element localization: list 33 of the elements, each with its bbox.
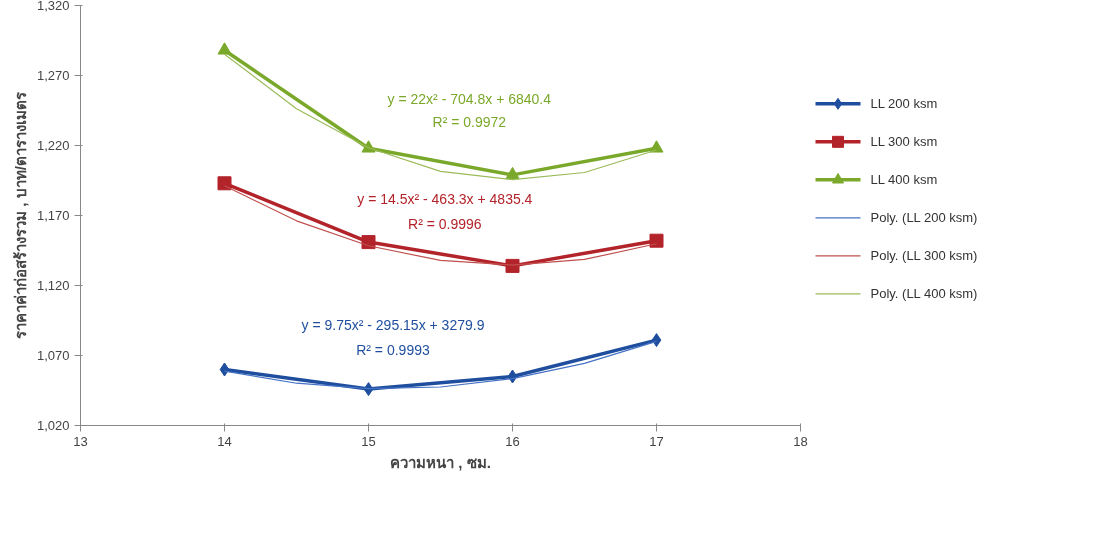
- legend-label: Poly. (LL 400 ksm): [870, 286, 978, 302]
- point: [651, 333, 662, 348]
- y-tick-label: 1,220: [36, 138, 70, 153]
- legend-label: Poly. (LL 200 ksm): [870, 210, 978, 226]
- x-tick-label: 14: [217, 433, 232, 449]
- legend-label: Poly. (LL 300 ksm): [870, 248, 978, 264]
- point: [505, 166, 520, 180]
- annotation: y = 22x² - 704.8x + 6840.4: [387, 91, 552, 108]
- y-tick-label: 1,320: [36, 0, 70, 13]
- y-tick-label: 1,020: [36, 418, 70, 433]
- y-tick-label: 1,120: [36, 278, 70, 293]
- annotation: y = 14.5x² - 463.3x + 4835.4: [357, 190, 533, 207]
- x-tick-label: 16: [505, 433, 520, 449]
- annotation: R² = 0.9993: [356, 341, 430, 358]
- x-tick-label: 15: [361, 433, 376, 449]
- x-axis-title: ความหนา , ซม.: [390, 453, 491, 471]
- annotation: R² = 0.9996: [408, 215, 482, 232]
- y-axis-title: ราคาค่าก่อสร้างรวม , บาท/ตารางเมตร: [11, 91, 29, 339]
- point: [219, 362, 230, 377]
- point: [649, 233, 664, 248]
- y-tick-label: 1,270: [36, 68, 70, 83]
- y-tick-label: 1,070: [36, 348, 70, 363]
- legend-label: LL 300 ksm: [870, 134, 938, 150]
- point: [217, 176, 232, 191]
- x-tick-label: 18: [793, 433, 808, 449]
- legend-label: LL 400 ksm: [870, 172, 938, 188]
- legend-label: LL 200 ksm: [870, 96, 938, 112]
- annotation: y = 9.75x² - 295.15x + 3279.9: [301, 316, 485, 333]
- y-tick-label: 1,170: [36, 208, 70, 223]
- x-tick-label: 13: [73, 433, 88, 449]
- annotation: R² = 0.9972: [432, 113, 507, 130]
- x-tick-label: 17: [649, 433, 664, 449]
- point: [217, 42, 232, 55]
